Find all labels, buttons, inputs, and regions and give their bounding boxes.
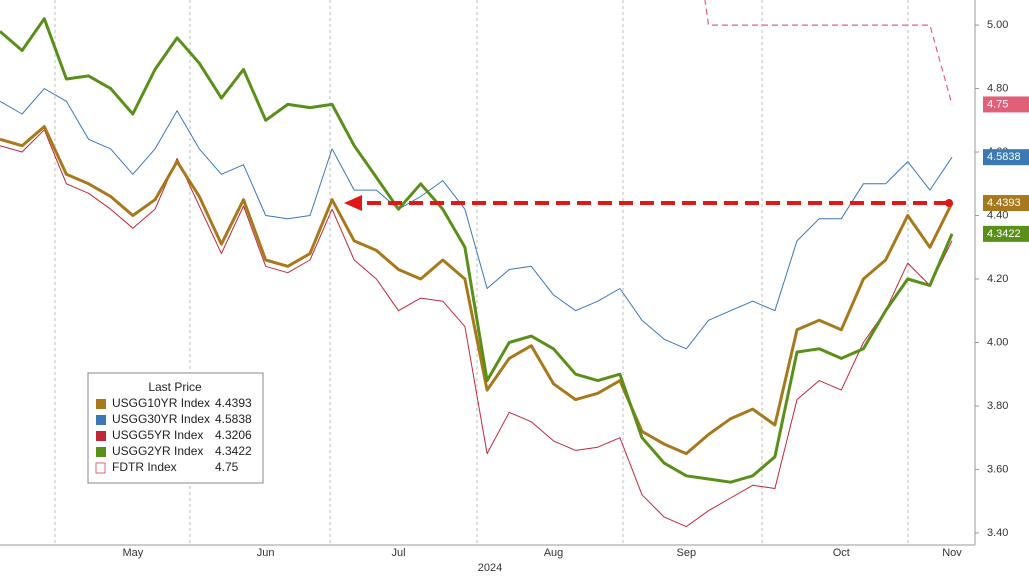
x-tick-label: Jun (257, 547, 275, 559)
last-value-label: 4.4393 (987, 197, 1021, 209)
last-value-tag (983, 195, 1029, 212)
series-line (704, 0, 953, 105)
y-tick-label: 5.00 (987, 19, 1008, 31)
legend-value: 4.75 (215, 460, 239, 474)
x-tick-label: May (122, 547, 143, 559)
y-tick-label: 3.60 (987, 463, 1008, 475)
x-tick-label: Aug (544, 547, 564, 559)
last-value-label: 4.3422 (987, 228, 1021, 240)
legend-swatch (96, 415, 106, 425)
last-value-label: 4.5838 (987, 151, 1021, 163)
y-tick-label: 3.80 (987, 400, 1008, 412)
x-tick-label: Oct (833, 547, 850, 559)
x-tick-label: Jul (391, 547, 405, 559)
legend-title: Last Price (148, 380, 202, 394)
y-tick-label: 4.80 (987, 82, 1008, 94)
last-value-tag (983, 149, 1029, 166)
legend-swatch (96, 399, 106, 409)
legend-swatch (96, 447, 106, 457)
legend-swatch (95, 462, 106, 474)
legend-label: USGG30YR Index (112, 412, 210, 426)
legend-value: 4.3422 (215, 444, 252, 458)
series-line (0, 88, 953, 350)
last-value-tag (983, 96, 1029, 113)
legend-swatch (96, 431, 106, 441)
series-line (0, 129, 953, 528)
legend-label: USGG2YR Index (112, 444, 203, 458)
y-tick-label: 3.40 (987, 527, 1008, 539)
y-tick-label: 4.00 (987, 336, 1008, 348)
x-axis-year: 2024 (478, 562, 502, 574)
y-tick-label: 4.40 (987, 209, 1008, 221)
legend-label: FDTR Index (112, 460, 177, 474)
legend-value: 4.4393 (215, 396, 252, 410)
series-line (0, 125, 954, 456)
x-tick-label: Sep (677, 547, 697, 559)
legend-value: 4.5838 (215, 412, 252, 426)
y-tick-label: 4.20 (987, 273, 1008, 285)
month-dividers (54, 0, 909, 545)
last-value-tag (983, 225, 1029, 242)
legend-value: 4.3206 (215, 428, 252, 442)
series-line (0, 17, 954, 484)
legend: Last Price (87, 372, 264, 484)
legend-label: USGG5YR Index (112, 428, 203, 442)
last-value-label: 4.75 (987, 98, 1008, 110)
legend-label: USGG10YR Index (112, 396, 210, 410)
arrow-annotation (344, 195, 953, 211)
x-tick-label: Nov (942, 547, 962, 559)
